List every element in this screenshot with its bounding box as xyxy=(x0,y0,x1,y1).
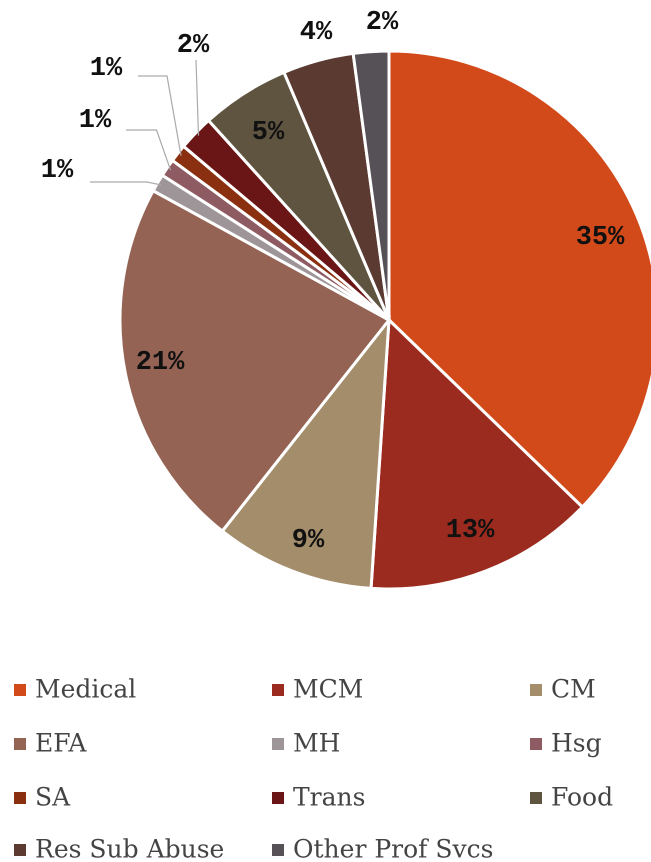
legend-swatch xyxy=(272,684,284,696)
legend-swatch xyxy=(530,684,542,696)
legend-label: MH xyxy=(293,729,340,758)
pie-slice xyxy=(220,315,391,590)
legend-label: EFA xyxy=(35,729,87,758)
legend-swatch xyxy=(272,738,284,750)
legend-swatch xyxy=(530,792,542,804)
data-label: 2% xyxy=(177,31,210,61)
data-label: 2% xyxy=(366,8,399,38)
legend-label: Food xyxy=(551,783,613,812)
leader-line xyxy=(195,59,200,136)
legend-label: CM xyxy=(551,675,596,704)
legend-swatch xyxy=(14,684,26,696)
legend-label: SA xyxy=(35,783,71,812)
pie-slice xyxy=(351,49,391,321)
legend-swatch xyxy=(14,792,26,804)
data-label: 1% xyxy=(41,156,74,186)
legend-label: MCM xyxy=(293,675,363,704)
legend-label: Other Prof Svcs xyxy=(293,835,493,862)
leader-line xyxy=(126,129,172,171)
data-label: 13% xyxy=(446,516,495,546)
legend-swatch xyxy=(14,738,26,750)
legend-swatch xyxy=(272,792,284,804)
legend-swatch xyxy=(272,844,284,856)
legend-label: Hsg xyxy=(551,729,602,758)
pie-slice xyxy=(118,188,392,534)
legend-label: Res Sub Abuse xyxy=(35,835,224,862)
leader-line xyxy=(90,181,162,186)
data-label: 1% xyxy=(79,106,112,136)
data-label: 4% xyxy=(300,18,333,48)
data-label: 5% xyxy=(252,118,285,148)
pie-slice xyxy=(387,49,651,510)
data-label: 21% xyxy=(136,348,185,378)
data-label: 35% xyxy=(576,223,625,253)
data-label: 9% xyxy=(292,526,325,556)
data-label: 1% xyxy=(90,54,123,84)
legend-swatch xyxy=(530,738,542,750)
legend-swatch xyxy=(14,844,26,856)
legend-label: Medical xyxy=(35,675,136,704)
legend-label: Trans xyxy=(293,783,365,812)
leader-line xyxy=(138,75,182,156)
pie-slice xyxy=(369,316,585,591)
